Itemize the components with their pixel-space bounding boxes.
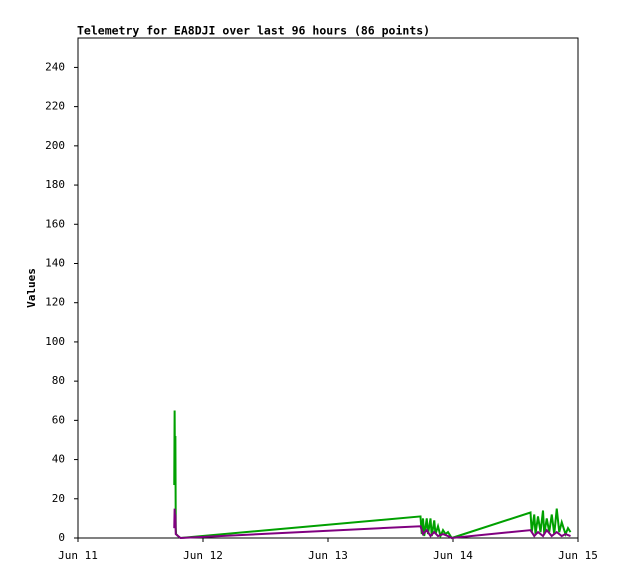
y-tick-label: 60 (52, 413, 65, 426)
y-tick-label: 80 (52, 374, 65, 387)
y-tick-label: 240 (45, 60, 65, 73)
y-tick-label: 20 (52, 492, 65, 505)
series-line (173, 508, 571, 540)
y-tick-label: 200 (45, 139, 65, 152)
chart-title: Telemetry for EA8DJI over last 96 hours … (77, 24, 430, 38)
y-tick-label: 120 (45, 296, 65, 309)
y-tick-label: 160 (45, 217, 65, 230)
y-tick-label: 220 (45, 100, 65, 113)
x-tick-label: Jun 13 (308, 549, 348, 562)
x-tick-label: Jun 12 (183, 549, 223, 562)
y-tick-label: 40 (52, 453, 65, 466)
y-tick-label: 0 (58, 531, 65, 544)
plot-frame (77, 37, 579, 539)
x-tick-label: Jun 11 (58, 549, 98, 562)
x-tick-label: Jun 14 (433, 549, 473, 562)
y-axis-label: Values (25, 268, 38, 308)
x-tick-label: Jun 15 (558, 549, 598, 562)
y-tick-label: 180 (45, 178, 65, 191)
y-tick-label: 100 (45, 335, 65, 348)
y-tick-label: 140 (45, 256, 65, 269)
